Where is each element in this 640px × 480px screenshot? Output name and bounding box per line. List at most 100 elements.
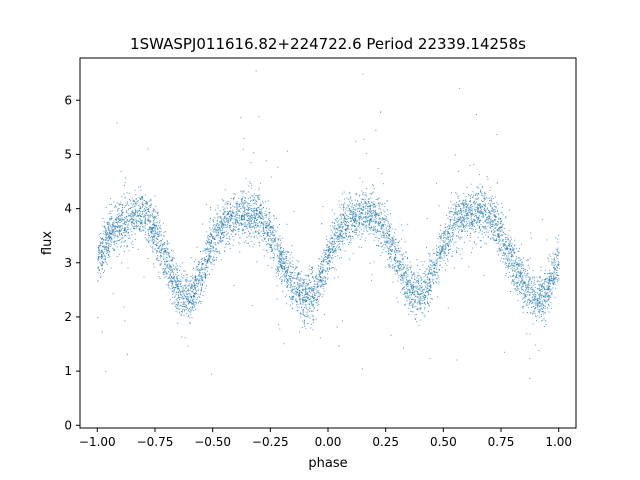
data-point: [485, 226, 487, 228]
data-point: [426, 282, 428, 284]
data-point: [449, 236, 451, 238]
data-point: [531, 301, 533, 303]
data-point: [286, 277, 288, 279]
data-point: [219, 228, 221, 230]
data-point: [308, 265, 310, 267]
data-point: [361, 247, 362, 249]
data-point: [492, 203, 494, 205]
data-point: [208, 257, 210, 259]
data-point: [510, 258, 512, 260]
data-point: [538, 316, 540, 318]
data-point: [494, 219, 496, 221]
data-point: [361, 209, 363, 211]
data-point: [445, 223, 446, 225]
data-point: [278, 273, 279, 275]
data-point: [492, 221, 493, 223]
data-point: [371, 205, 373, 207]
data-point: [201, 288, 202, 290]
data-point: [268, 213, 270, 215]
data-point: [154, 228, 156, 230]
data-point: [550, 288, 552, 290]
data-point: [409, 279, 411, 281]
data-point: [444, 236, 446, 238]
data-point: [412, 285, 414, 287]
data-point: [410, 266, 412, 268]
data-point: [534, 344, 536, 346]
data-point: [281, 237, 283, 239]
data-point: [394, 246, 395, 248]
data-point: [383, 232, 384, 234]
data-point: [132, 199, 134, 201]
data-point: [511, 267, 513, 269]
data-point: [463, 216, 465, 218]
data-point: [412, 311, 414, 313]
data-point: [143, 226, 145, 228]
data-point: [509, 260, 511, 262]
data-point: [244, 209, 246, 211]
data-point: [274, 245, 276, 247]
data-point: [535, 301, 537, 303]
data-point: [99, 277, 101, 278]
data-point: [500, 218, 502, 219]
data-point: [136, 201, 138, 203]
data-point: [551, 279, 553, 281]
data-point: [158, 247, 160, 249]
data-point: [148, 218, 150, 220]
data-point: [529, 299, 531, 301]
data-point: [500, 250, 502, 252]
data-point: [186, 293, 188, 295]
data-point: [440, 237, 442, 239]
data-point: [532, 323, 534, 325]
data-point: [529, 257, 531, 259]
data-point: [244, 214, 246, 216]
data-point: [493, 215, 495, 217]
data-point: [302, 282, 304, 284]
data-point: [339, 213, 341, 215]
data-point: [471, 197, 473, 198]
data-point: [162, 238, 164, 240]
data-point: [530, 300, 532, 301]
data-point: [129, 215, 131, 216]
data-point: [239, 211, 241, 213]
data-point: [417, 288, 419, 290]
data-point: [351, 217, 353, 219]
data-point: [263, 237, 265, 239]
data-point: [210, 262, 212, 264]
data-point: [229, 228, 231, 230]
data-point: [312, 322, 314, 324]
data-point: [548, 299, 550, 301]
data-point: [551, 262, 553, 264]
data-point: [549, 283, 551, 285]
data-point: [423, 280, 425, 282]
data-point: [258, 207, 260, 209]
data-point: [183, 294, 185, 296]
data-point: [326, 270, 328, 272]
data-point: [204, 287, 206, 289]
data-point: [243, 190, 245, 192]
data-point: [255, 202, 257, 204]
data-point: [543, 313, 545, 315]
data-point: [544, 320, 546, 322]
data-point: [238, 217, 240, 219]
data-point: [338, 237, 340, 239]
data-point: [290, 263, 292, 265]
data-point: [403, 264, 405, 266]
data-point: [105, 247, 107, 249]
data-point: [262, 216, 264, 217]
data-point: [456, 211, 458, 213]
data-point: [346, 238, 348, 240]
data-point: [118, 226, 120, 228]
data-point: [239, 202, 241, 204]
data-point: [265, 201, 267, 203]
data-point: [332, 231, 334, 233]
data-point: [354, 199, 356, 201]
data-point: [336, 228, 338, 230]
data-point: [247, 203, 249, 205]
data-point: [526, 260, 528, 261]
data-point: [527, 307, 529, 309]
data-point: [480, 211, 482, 213]
data-point: [480, 229, 482, 231]
data-point: [199, 300, 200, 302]
data-point: [140, 222, 142, 224]
data-point: [183, 290, 185, 292]
